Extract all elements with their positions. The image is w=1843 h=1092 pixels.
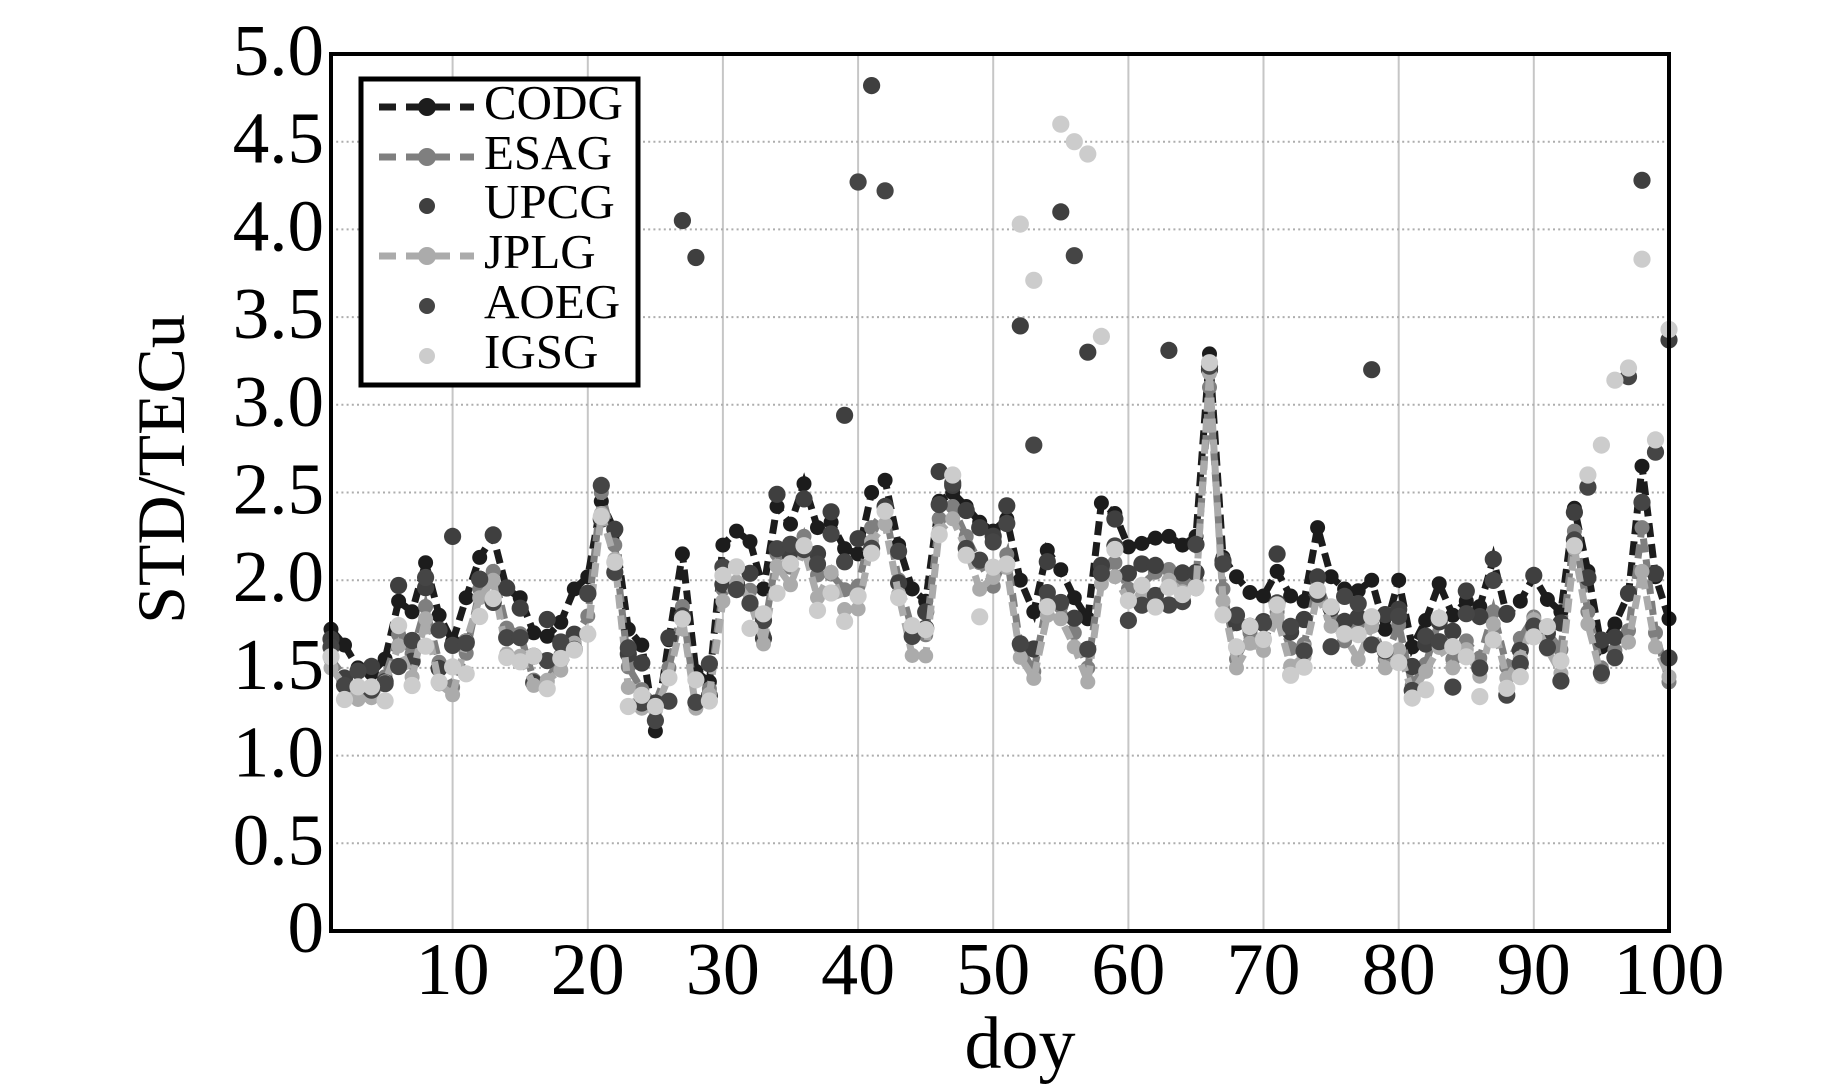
svg-text:1.5: 1.5 — [233, 624, 324, 705]
svg-text:STD/TECu: STD/TECu — [123, 314, 199, 624]
svg-text:4.0: 4.0 — [233, 185, 324, 266]
svg-text:UPCG: UPCG — [484, 174, 615, 229]
svg-text:AOEG: AOEG — [484, 274, 620, 329]
svg-text:100: 100 — [1614, 929, 1725, 1011]
svg-text:ESAG: ESAG — [484, 125, 612, 180]
svg-text:50: 50 — [956, 929, 1030, 1011]
svg-text:70: 70 — [1227, 929, 1301, 1011]
svg-text:5.0: 5.0 — [233, 10, 324, 91]
svg-text:80: 80 — [1362, 929, 1436, 1011]
svg-text:60: 60 — [1091, 929, 1165, 1011]
svg-text:40: 40 — [821, 929, 895, 1011]
svg-text:4.5: 4.5 — [233, 98, 324, 179]
svg-text:IGSG: IGSG — [484, 324, 598, 379]
svg-text:doy: doy — [965, 1003, 1076, 1085]
svg-text:1.0: 1.0 — [233, 712, 324, 793]
svg-text:3.0: 3.0 — [233, 361, 324, 442]
svg-text:10: 10 — [416, 929, 490, 1011]
svg-text:2.0: 2.0 — [233, 536, 324, 617]
svg-text:2.5: 2.5 — [233, 449, 324, 530]
svg-text:0.5: 0.5 — [233, 799, 324, 880]
svg-text:30: 30 — [686, 929, 760, 1011]
svg-text:0: 0 — [288, 887, 325, 968]
svg-text:90: 90 — [1497, 929, 1571, 1011]
svg-text:3.5: 3.5 — [233, 273, 324, 354]
svg-text:CODG: CODG — [484, 75, 623, 130]
svg-text:JPLG: JPLG — [484, 224, 596, 279]
svg-text:20: 20 — [551, 929, 625, 1011]
